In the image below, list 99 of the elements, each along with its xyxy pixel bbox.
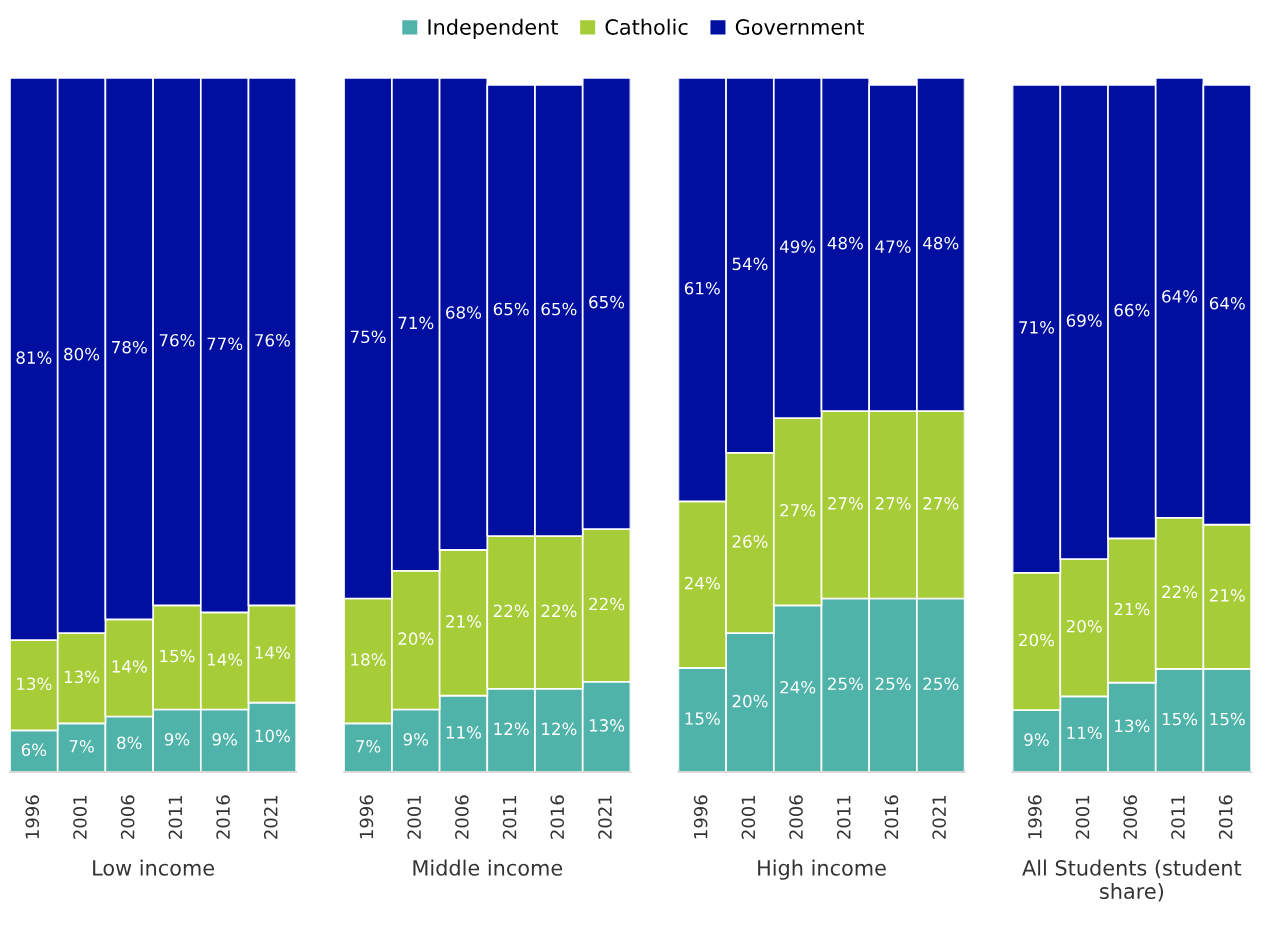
x-tick-label: 1996 bbox=[1028, 795, 1042, 839]
x-tick-label: 2016 bbox=[884, 795, 899, 839]
data-label: 9% bbox=[403, 733, 429, 746]
legend-label: Independent bbox=[428, 18, 558, 39]
x-axis-title: High income bbox=[758, 859, 886, 880]
data-label: 13% bbox=[589, 719, 625, 732]
data-label: 22% bbox=[541, 604, 577, 618]
data-label: 77% bbox=[207, 337, 243, 351]
data-label: 20% bbox=[398, 632, 434, 645]
data-label: 21% bbox=[1209, 589, 1245, 602]
x-tick-label: 2001 bbox=[407, 795, 421, 839]
legend-label: Government bbox=[735, 19, 865, 35]
data-label: 8% bbox=[117, 736, 142, 750]
data-label: 7% bbox=[69, 739, 94, 753]
data-label: 65% bbox=[589, 295, 625, 309]
data-label: 81% bbox=[16, 351, 52, 364]
x-tick-label: 2006 bbox=[789, 795, 803, 839]
data-label: 12% bbox=[542, 722, 577, 736]
x-tick-label: 2021 bbox=[598, 795, 612, 839]
data-label: 68% bbox=[446, 306, 482, 319]
x-tick-label: 1996 bbox=[25, 795, 40, 839]
x-tick-label: 2001 bbox=[1075, 795, 1090, 839]
data-label: 25% bbox=[828, 677, 863, 691]
data-label: 14% bbox=[112, 660, 147, 673]
data-label: 54% bbox=[732, 257, 768, 271]
x-axis-title: Middle income bbox=[413, 859, 563, 876]
data-label: 22% bbox=[493, 604, 529, 618]
data-label: 71% bbox=[398, 316, 434, 330]
x-tick-label: 2016 bbox=[1218, 795, 1233, 839]
data-label: 48% bbox=[827, 236, 863, 250]
x-tick-label: 1996 bbox=[359, 795, 374, 839]
legend-label: Catholic bbox=[605, 18, 688, 35]
data-label: 9% bbox=[164, 733, 190, 746]
data-label: 12% bbox=[494, 722, 529, 736]
data-label: 13% bbox=[64, 670, 100, 684]
data-label: 20% bbox=[732, 694, 768, 708]
x-tick-label: 1996 bbox=[693, 795, 708, 839]
data-label: 15% bbox=[1210, 712, 1245, 726]
data-label: 21% bbox=[446, 615, 482, 628]
data-label: 20% bbox=[1019, 633, 1055, 647]
data-label: 15% bbox=[160, 649, 195, 663]
data-label: 47% bbox=[875, 240, 911, 253]
data-label: 7% bbox=[356, 739, 381, 753]
data-label: 64% bbox=[1162, 290, 1198, 303]
data-label: 61% bbox=[684, 281, 720, 295]
data-label: 27% bbox=[828, 497, 863, 510]
data-label: 76% bbox=[159, 333, 195, 347]
data-label: 65% bbox=[541, 302, 577, 316]
data-label: 78% bbox=[112, 340, 147, 354]
x-tick-label: 2021 bbox=[263, 795, 278, 839]
x-axis-title: Low income bbox=[93, 859, 214, 876]
data-label: 64% bbox=[1209, 296, 1245, 310]
data-label: 24% bbox=[780, 680, 816, 694]
x-tick-label: 2011 bbox=[502, 795, 517, 839]
data-label: 6% bbox=[21, 743, 47, 757]
x-tick-label: 2001 bbox=[73, 795, 87, 839]
x-tick-label: 2016 bbox=[216, 795, 230, 839]
data-label: 75% bbox=[350, 330, 386, 344]
data-label: 13% bbox=[1115, 719, 1150, 733]
data-label: 80% bbox=[64, 347, 100, 361]
data-label: 20% bbox=[1066, 619, 1102, 633]
x-tick-label: 2006 bbox=[1123, 795, 1138, 839]
data-label: 18% bbox=[351, 653, 386, 666]
data-label: 11% bbox=[446, 726, 482, 739]
data-label: 66% bbox=[1114, 303, 1150, 317]
data-label: 76% bbox=[255, 333, 290, 347]
data-label: 14% bbox=[207, 653, 243, 666]
x-tick-label: 2011 bbox=[836, 795, 851, 839]
data-label: 49% bbox=[779, 240, 816, 253]
data-label: 25% bbox=[923, 677, 959, 691]
x-tick-label: 2016 bbox=[550, 795, 565, 839]
x-tick-label: 2006 bbox=[455, 795, 469, 839]
data-label: 27% bbox=[780, 503, 816, 517]
data-label: 26% bbox=[732, 535, 768, 548]
data-label: 69% bbox=[1066, 314, 1102, 327]
x-tick-label: 2001 bbox=[741, 795, 756, 839]
data-label: 25% bbox=[875, 677, 911, 691]
data-label: 27% bbox=[923, 497, 959, 510]
data-label: 22% bbox=[589, 597, 625, 611]
data-label: 10% bbox=[255, 729, 290, 743]
data-label: 13% bbox=[17, 677, 52, 691]
x-axis-title: All Students (student share) bbox=[1022, 859, 1242, 902]
data-label: 9% bbox=[1024, 733, 1049, 746]
data-label: 9% bbox=[212, 733, 237, 746]
x-tick-label: 2006 bbox=[120, 795, 135, 839]
data-label: 22% bbox=[1162, 585, 1198, 599]
data-label: 65% bbox=[493, 302, 529, 316]
x-tick-label: 2011 bbox=[168, 795, 183, 839]
data-label: 24% bbox=[684, 576, 720, 590]
x-tick-label: 2011 bbox=[1171, 795, 1185, 839]
data-label: 71% bbox=[1019, 321, 1055, 334]
data-label: 15% bbox=[1162, 712, 1198, 726]
data-label: 15% bbox=[685, 712, 720, 725]
data-label: 27% bbox=[875, 497, 911, 510]
data-label: 21% bbox=[1114, 602, 1150, 616]
data-label: 14% bbox=[255, 646, 290, 659]
x-tick-label: 2021 bbox=[932, 795, 946, 839]
data-label: 11% bbox=[1067, 726, 1102, 740]
data-label: 48% bbox=[923, 236, 959, 250]
